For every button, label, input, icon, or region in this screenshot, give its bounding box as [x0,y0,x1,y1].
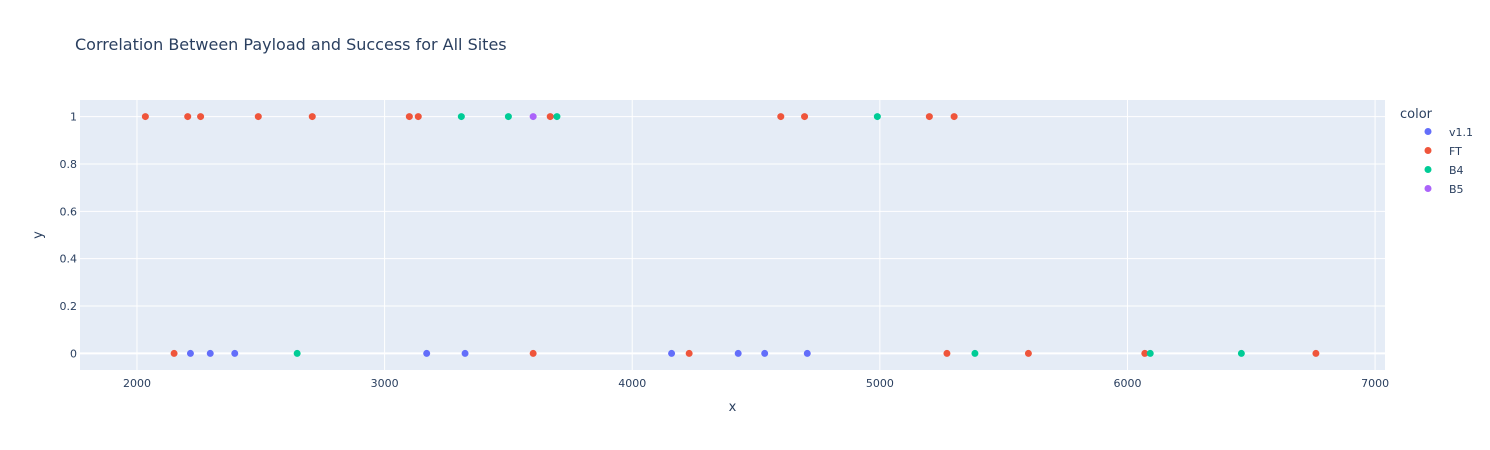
data-points [141,113,1320,357]
series-ft [141,113,1320,357]
scatter-point[interactable] [423,349,431,357]
x-tick-label: 3000 [371,377,399,390]
scatter-point[interactable] [186,349,194,357]
y-tick-label: 0 [70,347,77,360]
scatter-point[interactable] [668,349,676,357]
legend-label: v1.1 [1449,126,1473,139]
legend-title: color [1400,107,1433,122]
legend-item[interactable]: FT [1424,145,1463,158]
scatter-point[interactable] [685,349,693,357]
scatter-point[interactable] [777,113,785,121]
scatter-point[interactable] [971,349,979,357]
scatter-point[interactable] [504,113,512,121]
legend-label: B4 [1449,164,1464,177]
scatter-point[interactable] [1024,349,1032,357]
legend-marker [1424,147,1432,154]
scatter-point[interactable] [734,349,742,357]
scatter-point[interactable] [1312,349,1320,357]
scatter-point[interactable] [197,113,205,121]
scatter-point[interactable] [405,113,413,121]
plot-area [80,100,1385,370]
legend-marker [1424,128,1432,135]
x-axis-ticks: 2000 3000 4000 5000 6000 7000 [123,377,1389,390]
scatter-point[interactable] [529,113,537,121]
scatter-point[interactable] [141,113,149,121]
legend[interactable]: color v1.1 FT B4 B5 [1400,107,1473,196]
legend-marker [1424,166,1432,173]
scatter-point[interactable] [231,349,239,357]
scatter-point[interactable] [761,349,769,357]
scatter-point[interactable] [170,349,178,357]
scatter-point[interactable] [801,113,809,121]
legend-item[interactable]: B5 [1424,183,1464,196]
y-tick-label: 0.4 [60,253,78,266]
scatter-point[interactable] [553,113,561,121]
x-tick-label: 4000 [618,377,646,390]
scatter-point[interactable] [873,113,881,121]
x-tick-label: 6000 [1113,377,1141,390]
x-tick-label: 5000 [866,377,894,390]
series-b5 [529,113,537,121]
legend-item[interactable]: v1.1 [1424,126,1474,139]
scatter-point[interactable] [293,349,301,357]
scatter-point[interactable] [1146,349,1154,357]
y-tick-label: 0.2 [60,300,78,313]
scatter-point[interactable] [529,349,537,357]
scatter-point[interactable] [457,113,465,121]
legend-label: FT [1449,145,1462,158]
chart-title: Correlation Between Payload and Success … [75,35,507,54]
scatter-point[interactable] [184,113,192,121]
y-axis-ticks: 0 0.2 0.4 0.6 0.8 1 [60,111,78,361]
series-b4 [293,113,1245,357]
scatter-point[interactable] [1141,349,1149,357]
scatter-point[interactable] [1237,349,1245,357]
legend-item[interactable]: B4 [1424,164,1464,177]
scatter-point[interactable] [803,349,811,357]
scatter-point[interactable] [206,349,214,357]
scatter-point[interactable] [950,113,958,121]
scatter-point[interactable] [546,113,554,121]
y-axis-title: y [31,231,46,239]
legend-marker [1424,185,1432,192]
scatter-point[interactable] [254,113,262,121]
y-tick-label: 0.6 [60,205,78,218]
series-v1-1 [186,349,811,357]
scatter-point[interactable] [943,349,951,357]
x-tick-label: 2000 [123,377,151,390]
y-tick-label: 0.8 [60,158,78,171]
scatter-point[interactable] [414,113,422,121]
x-axis-title: x [729,400,737,415]
x-tick-label: 7000 [1361,377,1389,390]
scatter-point[interactable] [925,113,933,121]
legend-label: B5 [1449,183,1464,196]
scatter-point[interactable] [308,113,316,121]
y-tick-label: 1 [70,111,77,124]
scatter-point[interactable] [461,349,469,357]
